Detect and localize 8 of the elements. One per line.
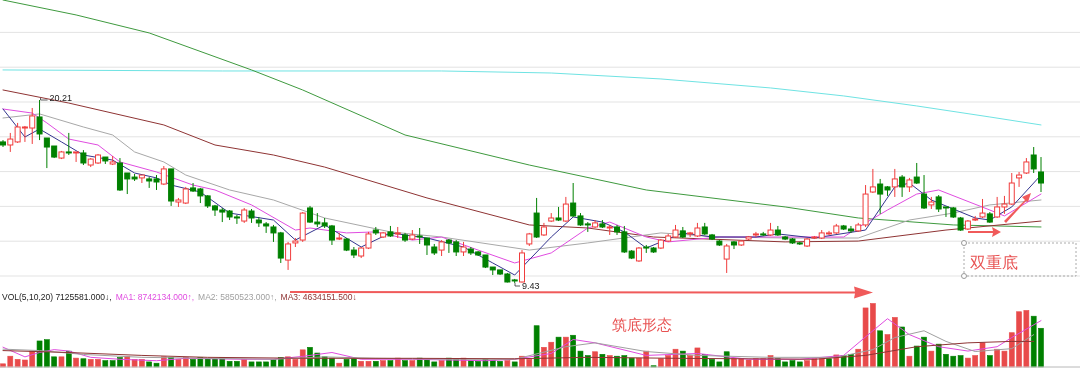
annotation: 双重底 (970, 254, 1018, 271)
text: MA3: 4634151.500↓ (280, 292, 357, 302)
legend-title: VOL(5,10,20) 7125581.000↓, (2, 292, 112, 302)
annotation: 20.21 (49, 93, 73, 103)
annotation: 9.43 (522, 281, 540, 291)
text: MA1: 8742134.000↑, (115, 292, 195, 302)
annotation: 筑底形态 (612, 316, 672, 333)
text: MA2: 5850523.000↑, (198, 292, 277, 302)
